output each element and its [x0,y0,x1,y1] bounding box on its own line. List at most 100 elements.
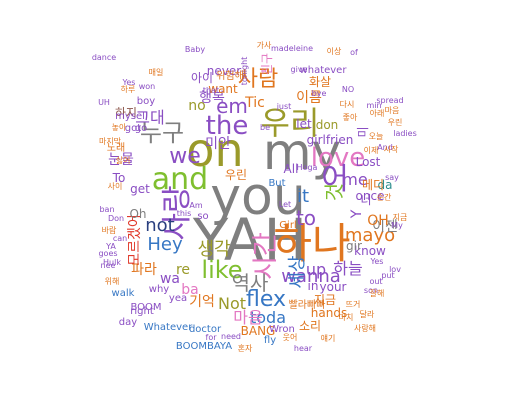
word-korean: 우리 [260,104,320,142]
word-in: in [307,279,319,293]
word-say: say [385,173,399,182]
word-korean: 미 [356,126,370,138]
word-let: Let [278,200,292,209]
word-am: Am [189,201,203,210]
word-ban: ban [99,205,115,214]
word-da: da [377,178,393,192]
word-hey: Hey [147,234,183,255]
word-goes: goes [98,249,118,258]
word-yes: Yes [370,257,384,266]
word-why: why [148,284,170,295]
word-re: re [175,262,191,278]
word-uh: UH [98,98,110,107]
word-korean: 사랑해 [353,324,377,333]
word-spread: spread [376,96,404,105]
word-korean: 생각 [197,239,231,260]
word-never: never [206,64,242,78]
word-korean: 지금 [392,213,408,222]
word-whatever: whatever [299,65,347,76]
word-boombaya: BOOMBAYA [175,341,233,352]
word-hulk: Hulk [103,258,121,267]
word-korean: 마치 [338,313,354,322]
word-ba: ba [181,282,199,298]
word-korean: 그대 [135,108,165,127]
word-korean: 가사 [256,41,272,50]
word-baby: Baby [184,45,206,54]
word-let: let [296,117,312,131]
word-doctor: doctor [188,324,222,335]
word-walk: walk [111,288,135,299]
word-korean: 아래 [369,109,385,118]
word-korean: 하나 [273,219,351,268]
word-yea: yea [168,293,188,304]
word-nee: nee [100,261,116,270]
word-give: give [290,65,308,74]
word-but: But [268,178,286,189]
word-that: that [202,86,220,95]
word-korean: 어 [321,162,349,197]
word-just: just [276,102,292,111]
word-korean: 눈물 [108,152,134,168]
word-be: be [260,123,270,132]
word-my: my [262,123,342,181]
word-so: so [197,211,209,222]
word-korean: 빨라빠빠 [288,300,326,311]
word-korean: 시작 [383,145,399,154]
word-korean: 바람 [101,226,117,235]
word-gir: gir [346,239,362,253]
word-korean: 이제 [363,146,379,155]
word-day: day [118,317,138,328]
word-korean: 것 [322,182,346,202]
word-korean: 이름 [296,90,322,106]
word-and: And [377,143,393,152]
word-oh: Oh [129,207,147,221]
word-love: love [310,143,366,173]
word-need: need [221,332,241,341]
word-korean: 파라 [131,262,157,278]
word-right: right [130,306,154,317]
word-lov: lov [389,265,401,274]
word-korean: 역사 [231,271,269,295]
word-bye: bye [311,89,327,98]
word-korean: 노래 [106,143,126,154]
word-wa: wa [159,271,181,287]
word-lost: Lost [355,155,381,169]
word-yes: Yes [122,78,136,87]
word-korean: 매일 [148,68,164,77]
word-hear: hear [293,344,313,353]
word-out: out [369,277,383,286]
word-oh: OH [367,213,389,229]
word-korean: 지금 [313,293,337,307]
word-got: got [124,123,142,134]
word-korean: 달라 [359,310,375,319]
word-of: of [350,48,358,57]
word-get: get [130,182,150,196]
word-don: don [315,118,339,132]
word-korean: 친구 [260,52,274,76]
word-won: won [138,82,156,91]
word-korean: 행복 [199,90,225,106]
word-it: it [296,186,310,207]
word-korean: 얘기 [320,334,336,343]
word-son: son [363,286,379,295]
word-to: To [112,171,126,185]
word-your: your [319,280,347,294]
word-korean: 이젠 [372,219,398,235]
word-korean: 하늘 [333,259,363,278]
word-korean: 마음 [384,106,400,115]
word-dance: dance [91,53,117,62]
word-not: not [145,215,175,236]
word-korean: 우린 [387,118,403,127]
word-korean: 놓아 [111,123,127,132]
word-em: em [216,94,248,118]
word-toda: toda [249,308,287,327]
word-min: min [366,101,382,110]
word-no: no [188,98,206,114]
word-you: you [210,167,306,227]
word-korean: 화살 [308,75,332,89]
word-the: the [205,111,249,141]
word-korean: 소리 [298,319,322,333]
word-korean: 웃어 [282,333,298,342]
word-up: up [305,260,327,279]
